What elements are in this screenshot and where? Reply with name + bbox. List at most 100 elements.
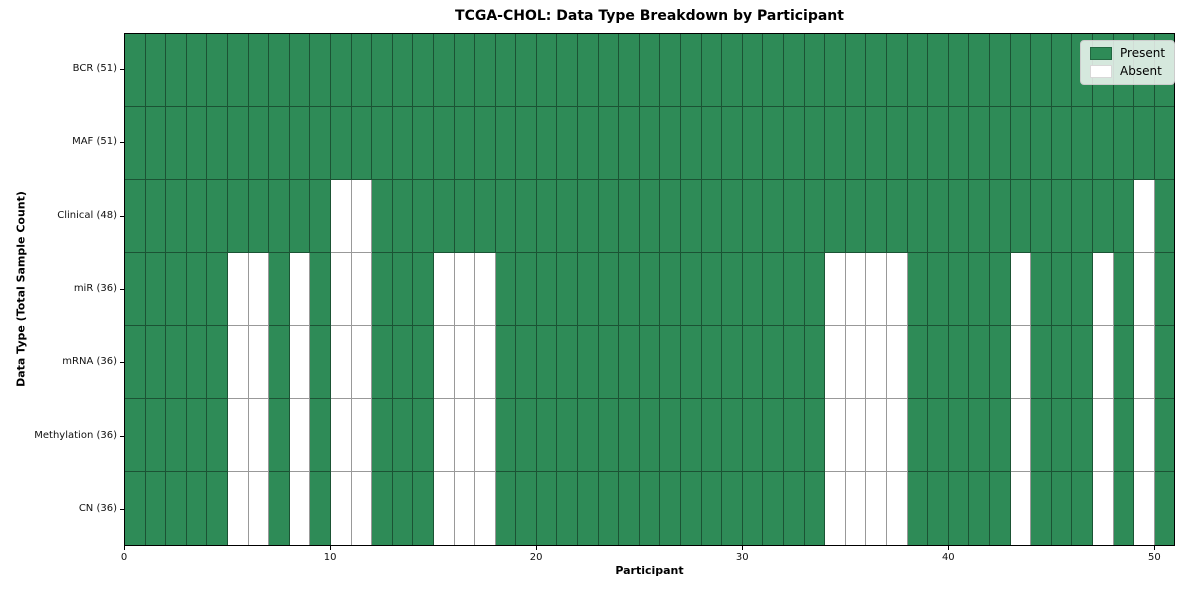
heatmap-cell — [1092, 180, 1114, 253]
heatmap-cell — [1010, 253, 1032, 326]
heatmap-cell — [433, 399, 455, 472]
heatmap-cell — [825, 399, 846, 472]
heatmap-cell — [578, 472, 599, 545]
heatmap-cell — [1051, 472, 1073, 545]
heatmap-cell — [1113, 107, 1135, 180]
heatmap-cell — [989, 180, 1011, 253]
heatmap-cell — [1031, 253, 1052, 326]
heatmap-cell — [722, 180, 743, 253]
heatmap-cell — [536, 399, 558, 472]
heatmap-cell — [598, 399, 620, 472]
heatmap-cell — [1010, 180, 1032, 253]
heatmap-cell — [433, 34, 455, 107]
heatmap-cell — [433, 180, 455, 253]
heatmap-cell — [1072, 326, 1093, 399]
x-tick — [123, 546, 125, 550]
heatmap-cell — [907, 180, 929, 253]
heatmap-cell — [125, 472, 146, 545]
heatmap-cell — [516, 326, 537, 399]
heatmap-cell — [392, 472, 414, 545]
heatmap-cell — [433, 253, 455, 326]
heatmap-cell — [495, 253, 517, 326]
heatmap-cell — [372, 399, 393, 472]
heatmap-cell — [969, 107, 990, 180]
heatmap-cell — [989, 34, 1011, 107]
y-tick — [120, 435, 124, 437]
heatmap-cell — [289, 326, 311, 399]
heatmap-cell — [186, 180, 208, 253]
heatmap-cell — [619, 107, 640, 180]
heatmap-cell — [248, 399, 270, 472]
heatmap-cell — [1092, 253, 1114, 326]
heatmap-cell — [145, 180, 167, 253]
heatmap-cell — [1134, 107, 1155, 180]
heatmap-cell — [701, 107, 723, 180]
heatmap-cell — [289, 253, 311, 326]
heatmap-cell — [845, 34, 867, 107]
heatmap-cell — [578, 326, 599, 399]
heatmap-cell — [742, 34, 764, 107]
heatmap-cell — [495, 326, 517, 399]
heatmap-cell — [578, 399, 599, 472]
heatmap-cell — [536, 107, 558, 180]
heatmap-cell — [330, 34, 352, 107]
heatmap-cell — [969, 253, 990, 326]
heatmap-cell — [186, 34, 208, 107]
heatmap-cell — [598, 326, 620, 399]
heatmap-cell — [1010, 326, 1032, 399]
x-tick-label: 0 — [120, 552, 128, 563]
heatmap-cell — [495, 34, 517, 107]
heatmap-cell — [701, 326, 723, 399]
heatmap-cell — [660, 253, 682, 326]
heatmap-cell — [722, 326, 743, 399]
heatmap-cell — [310, 253, 331, 326]
heatmap-cell — [227, 472, 249, 545]
heatmap-cell — [1010, 107, 1032, 180]
heatmap-cell — [948, 472, 970, 545]
heatmap-cell — [845, 472, 867, 545]
heatmap-cell — [701, 253, 723, 326]
heatmap-cell — [763, 253, 784, 326]
heatmap-cell — [1154, 107, 1175, 180]
y-tick — [120, 508, 124, 510]
heatmap-cell — [454, 180, 476, 253]
heatmap-cell — [763, 399, 784, 472]
heatmap-cell — [392, 34, 414, 107]
heatmap-cell — [722, 34, 743, 107]
heatmap-cell — [516, 180, 537, 253]
heatmap-cell — [928, 180, 949, 253]
heatmap-cell — [166, 180, 187, 253]
heatmap-cell — [166, 34, 187, 107]
heatmap-cell — [701, 472, 723, 545]
heatmap-cell — [516, 107, 537, 180]
heatmap-cell — [145, 326, 167, 399]
heatmap-cell — [784, 326, 805, 399]
heatmap-cell — [639, 399, 661, 472]
heatmap-cell — [1154, 253, 1175, 326]
heatmap-cell — [1113, 472, 1135, 545]
heatmap-cell — [866, 34, 887, 107]
heatmap-cell — [495, 180, 517, 253]
heatmap-cell — [578, 107, 599, 180]
heatmap-cell — [928, 253, 949, 326]
heatmap-cell — [1031, 472, 1052, 545]
heatmap-cell — [742, 399, 764, 472]
heatmap-cell — [969, 472, 990, 545]
heatmap-plot — [124, 33, 1175, 546]
heatmap-cell — [372, 472, 393, 545]
heatmap-cell — [907, 107, 929, 180]
y-tick-label: MAF (51) — [72, 136, 117, 148]
heatmap-cell — [1154, 472, 1175, 545]
heatmap-cell — [495, 399, 517, 472]
x-tick — [1153, 546, 1155, 550]
heatmap-cell — [804, 107, 826, 180]
y-tick-label: mRNA (36) — [62, 356, 117, 368]
heatmap-cell — [619, 34, 640, 107]
y-tick-label: BCR (51) — [72, 63, 117, 75]
heatmap-cell — [330, 472, 352, 545]
heatmap-cell — [330, 180, 352, 253]
heatmap-cell — [1092, 107, 1114, 180]
heatmap-cell — [742, 472, 764, 545]
heatmap-row — [125, 472, 1175, 545]
heatmap-cell — [660, 326, 682, 399]
